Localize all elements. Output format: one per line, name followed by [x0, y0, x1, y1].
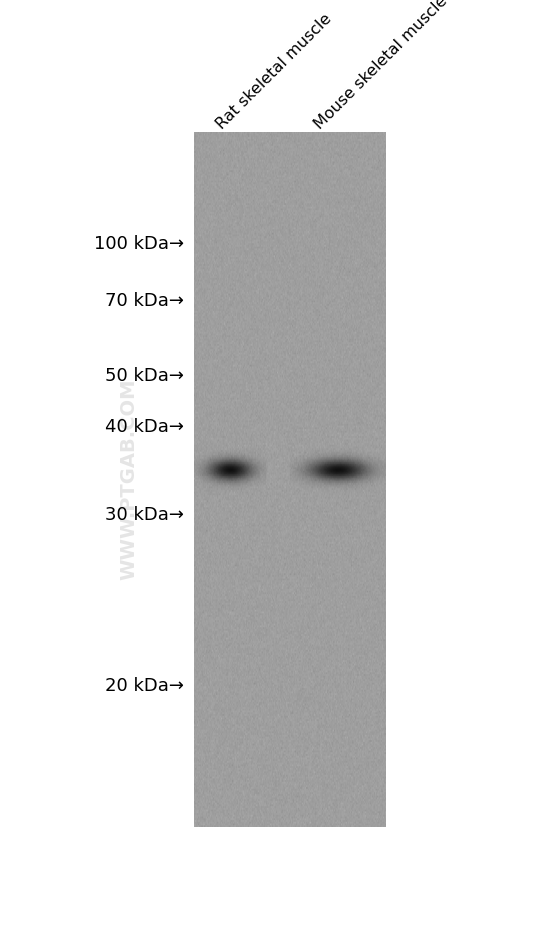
- Text: 50 kDa→: 50 kDa→: [105, 367, 184, 385]
- Text: WWW.PTGAB.COM: WWW.PTGAB.COM: [119, 379, 138, 580]
- Text: Rat skeletal muscle: Rat skeletal muscle: [214, 11, 335, 132]
- Text: 100 kDa→: 100 kDa→: [94, 236, 184, 254]
- Text: Mouse skeletal muscle: Mouse skeletal muscle: [312, 0, 450, 132]
- Text: 70 kDa→: 70 kDa→: [105, 292, 184, 310]
- Text: 30 kDa→: 30 kDa→: [105, 505, 184, 523]
- Text: 40 kDa→: 40 kDa→: [105, 418, 184, 436]
- Text: 20 kDa→: 20 kDa→: [105, 677, 184, 695]
